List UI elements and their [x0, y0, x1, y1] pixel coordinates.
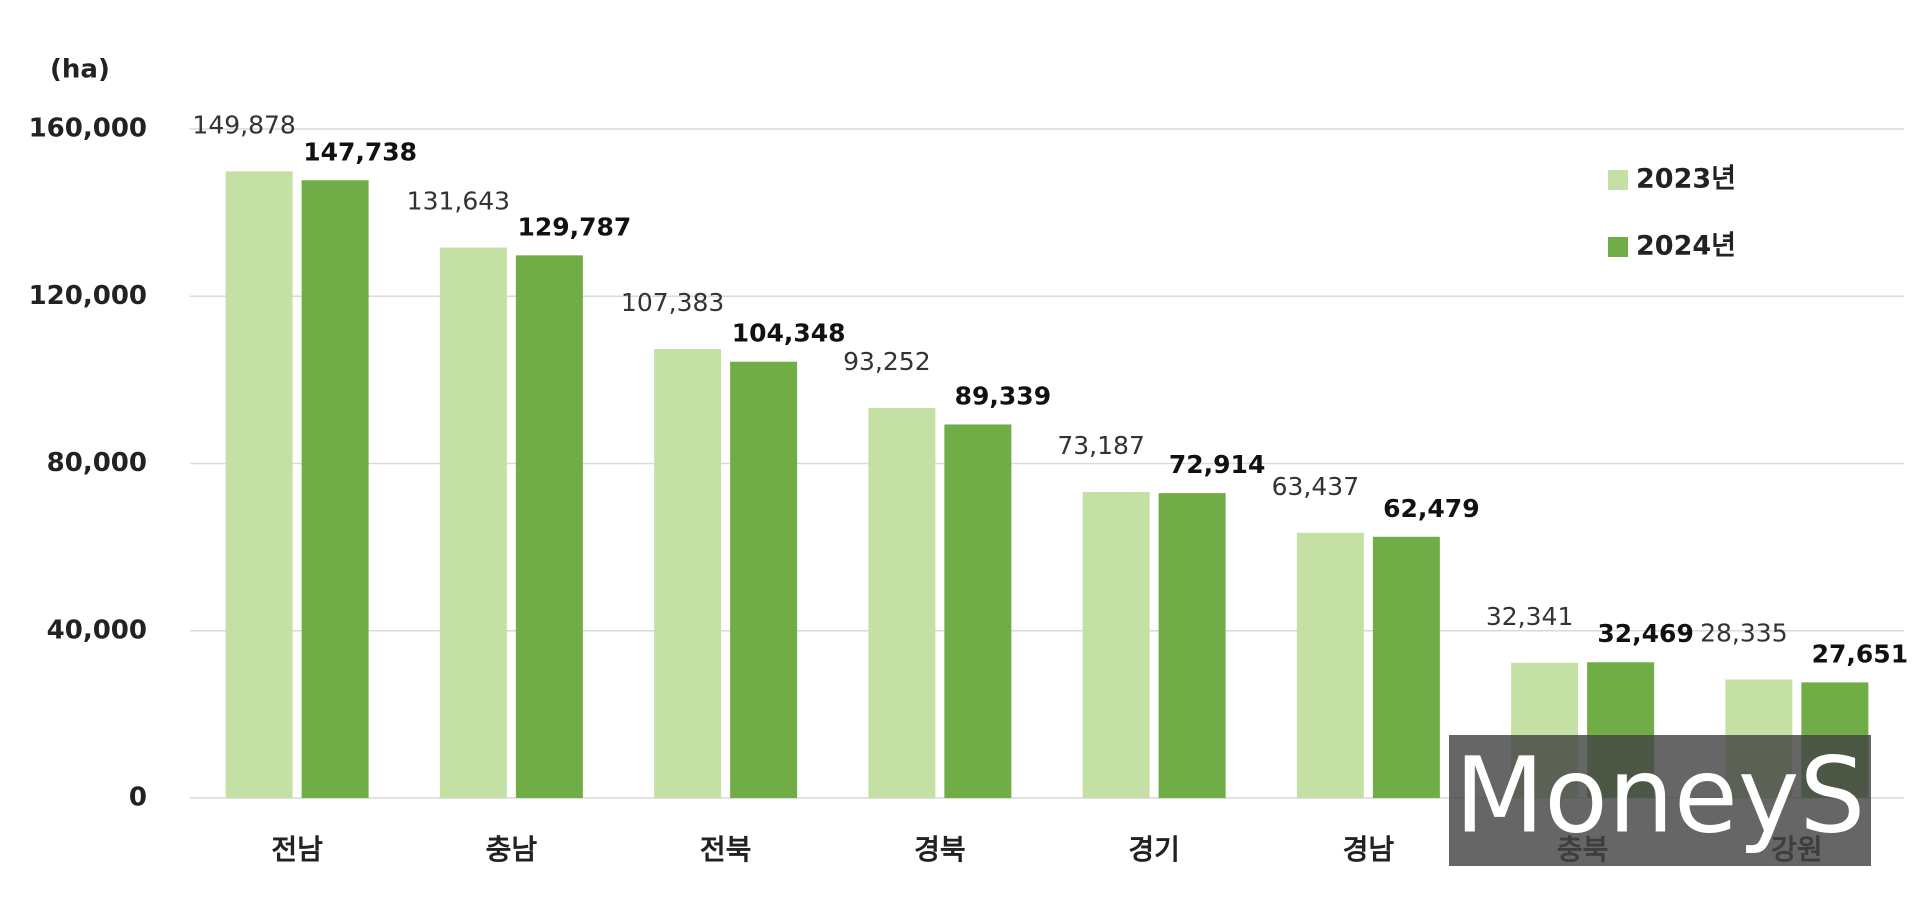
- bar: [1372, 536, 1440, 798]
- watermark-box: [1449, 735, 1871, 866]
- value-label: 131,643: [407, 187, 510, 216]
- legend-swatch: [1608, 237, 1628, 257]
- y-tick-label: 40,000: [47, 615, 147, 645]
- x-tick-label: 전남: [271, 833, 323, 866]
- value-label: 28,335: [1700, 619, 1787, 648]
- value-label: 149,878: [192, 110, 295, 139]
- bar: [515, 255, 583, 798]
- bar: [1158, 493, 1226, 798]
- x-tick-label: 경남: [1343, 833, 1395, 866]
- x-tick-label: 전북: [700, 833, 752, 866]
- value-label: 107,383: [621, 288, 724, 317]
- watermark: MoneyS: [1455, 734, 1866, 856]
- y-axis-unit: (ha): [50, 55, 110, 85]
- value-label: 32,469: [1597, 619, 1693, 648]
- x-tick-label: 경기: [1128, 833, 1180, 866]
- y-tick-label: 160,000: [29, 114, 147, 144]
- value-label: 89,339: [955, 381, 1051, 410]
- bar: [301, 180, 369, 798]
- bar: [868, 408, 936, 798]
- value-label: 62,479: [1383, 494, 1479, 523]
- bar: [730, 361, 798, 798]
- y-tick-label: 120,000: [29, 281, 147, 311]
- x-tick-label: 경북: [914, 833, 966, 866]
- bar: [1082, 491, 1150, 798]
- value-label: 72,914: [1169, 450, 1265, 479]
- bar: [1296, 532, 1364, 798]
- x-tick-label: 충남: [486, 833, 538, 866]
- legend-swatch: [1608, 170, 1628, 190]
- bar: [225, 171, 293, 798]
- value-label: 27,651: [1812, 639, 1908, 668]
- bar: [944, 424, 1012, 798]
- value-label: 63,437: [1272, 472, 1359, 501]
- value-label: 32,341: [1486, 602, 1573, 631]
- legend-label: 2024년: [1636, 231, 1736, 262]
- y-tick-label: 0: [129, 783, 147, 813]
- value-label: 93,252: [843, 347, 930, 376]
- value-label: 129,787: [517, 212, 631, 241]
- legend-label: 2023년: [1636, 164, 1736, 195]
- value-label: 104,348: [732, 319, 846, 348]
- bar: [439, 247, 507, 799]
- y-tick-label: 80,000: [47, 448, 147, 478]
- bar: [654, 349, 722, 798]
- value-label: 147,738: [303, 137, 417, 166]
- value-label: 73,187: [1057, 431, 1144, 460]
